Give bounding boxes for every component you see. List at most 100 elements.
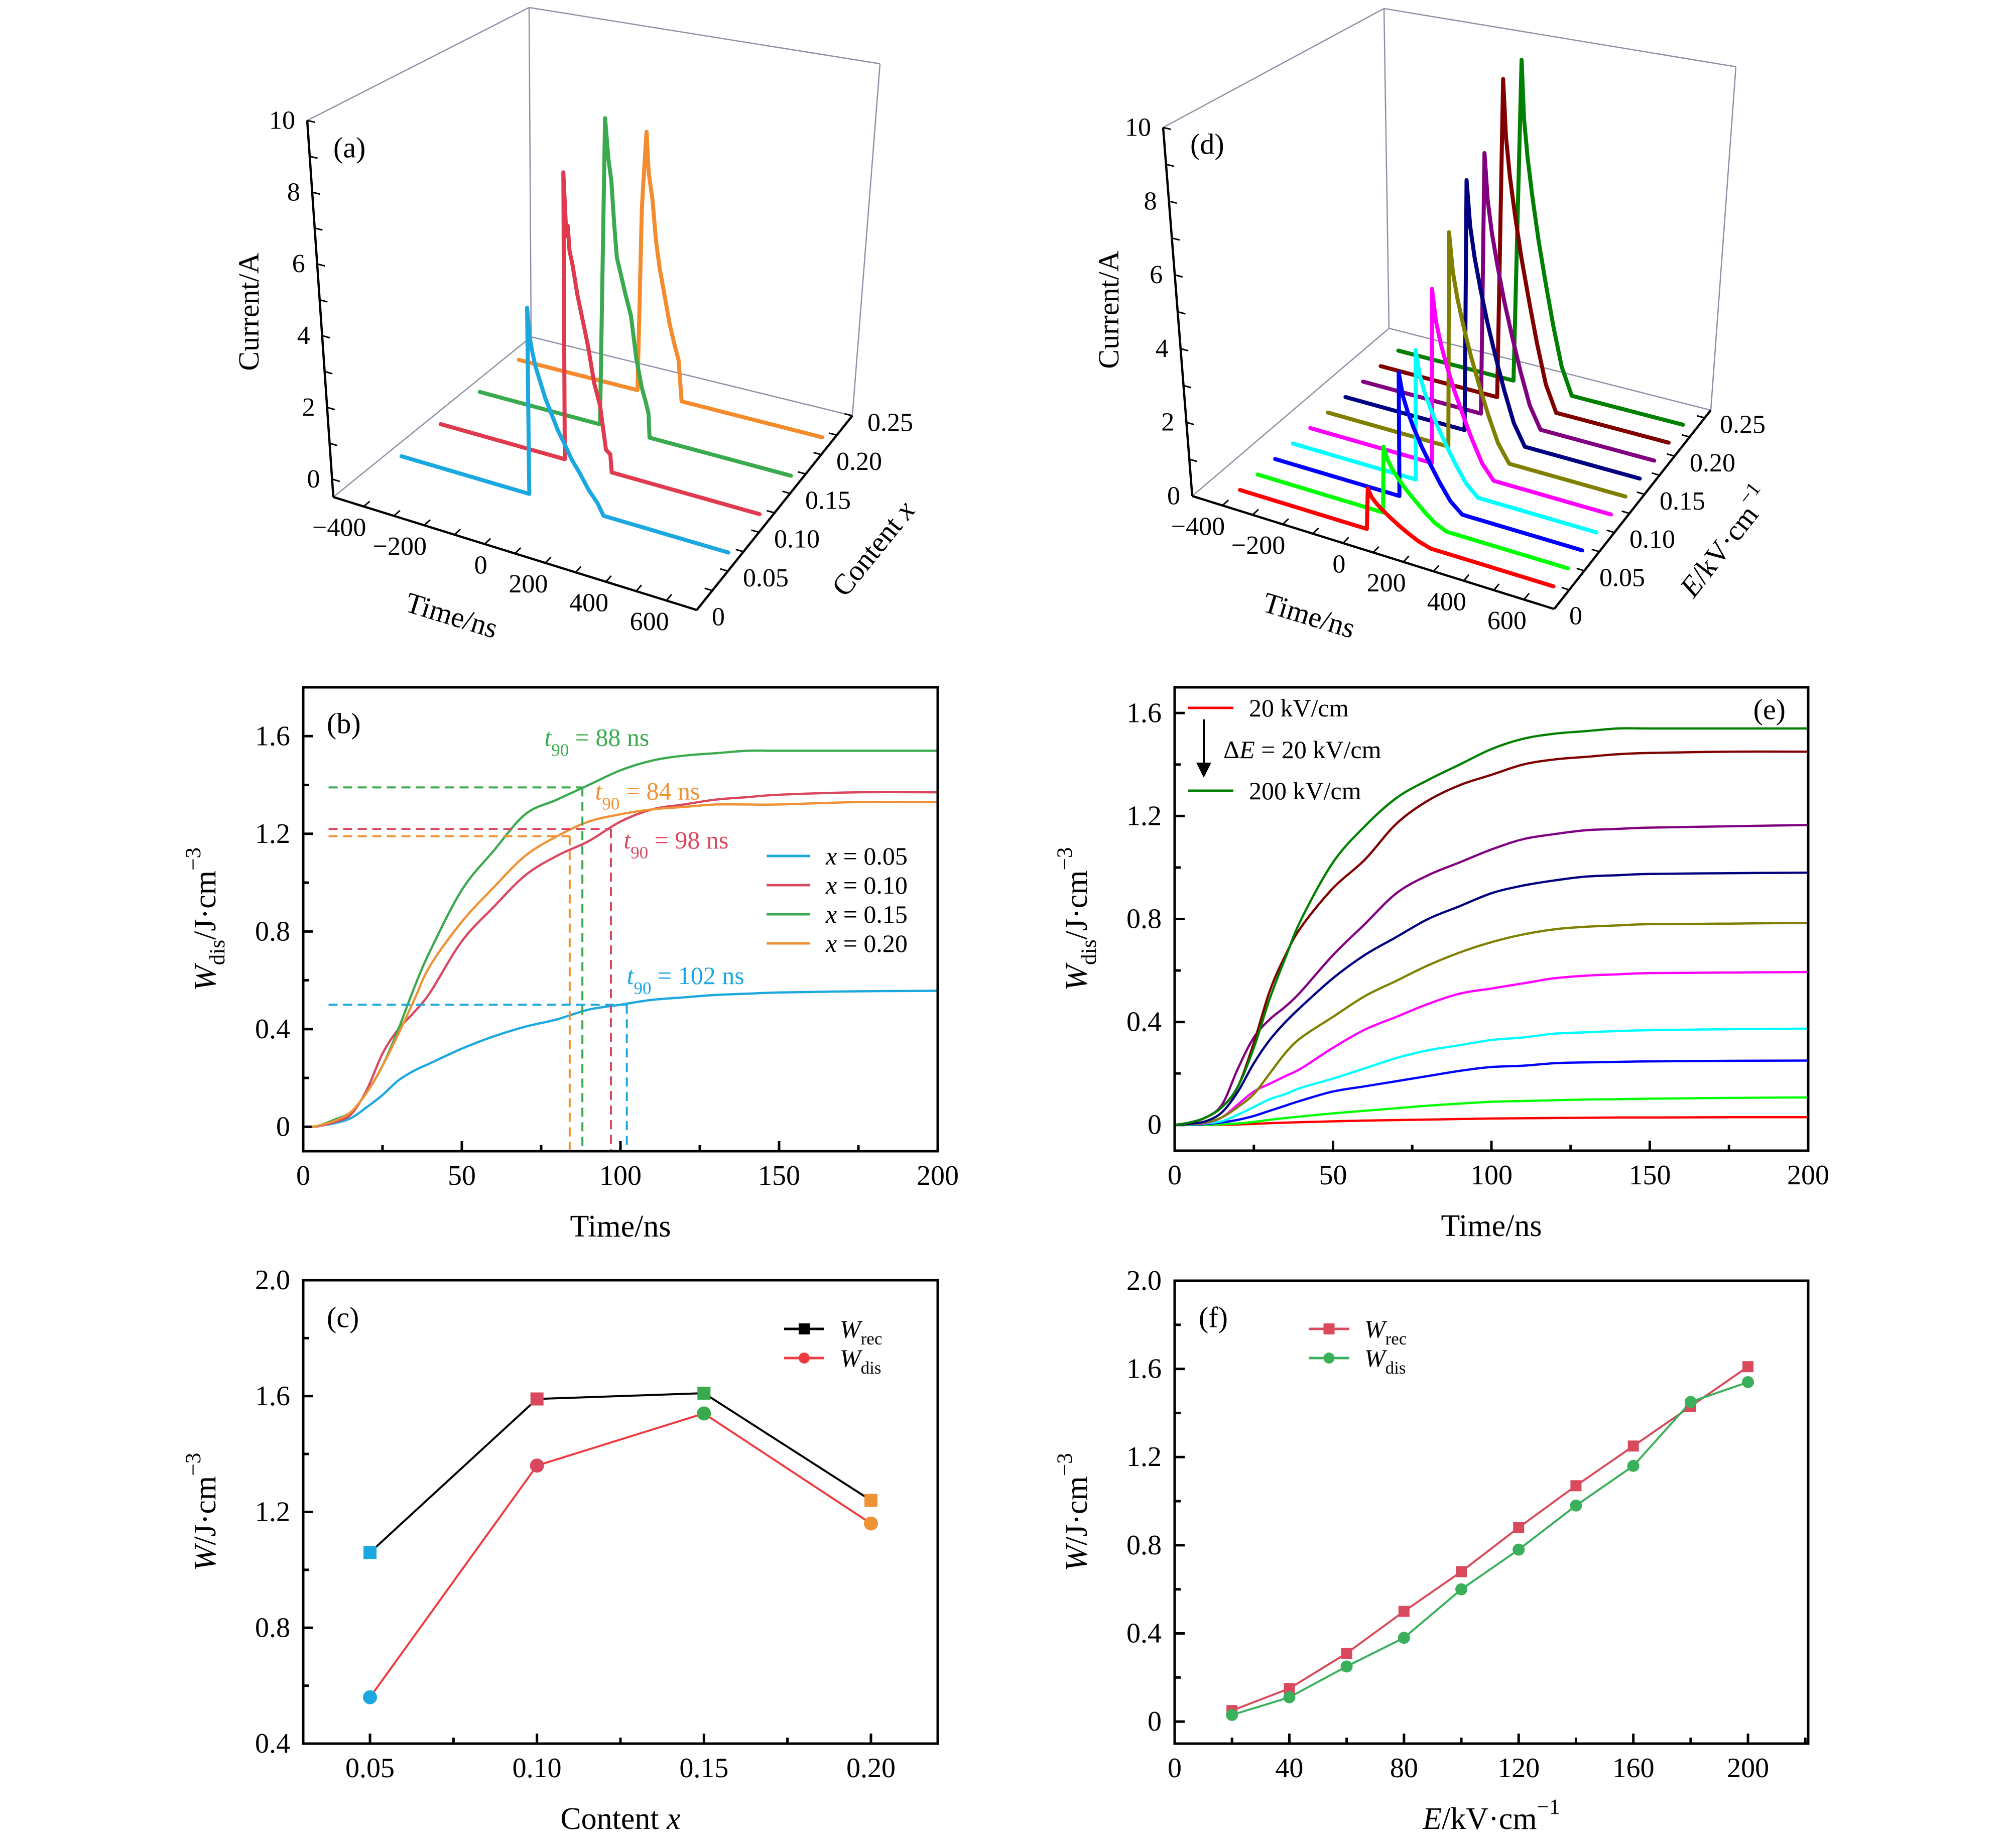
box-floor-back-edge	[1389, 327, 1711, 411]
box-edges	[307, 7, 881, 498]
legend-label: Wdis	[1364, 1344, 1406, 1378]
y-tick-label: 0.4	[255, 1728, 290, 1759]
data-marker-w-rec	[1570, 1480, 1582, 1492]
series-group	[1173, 727, 1810, 1126]
depth-tick	[704, 587, 713, 591]
data-marker-w-rec	[1284, 1683, 1295, 1694]
depth-tick-label: 0.10	[774, 525, 820, 554]
text-segment: Δ	[1223, 735, 1239, 764]
panel-label: (a)	[333, 132, 365, 164]
y-tick-label: 1.6	[1126, 697, 1162, 728]
legend-label: x = 0.15	[825, 900, 908, 928]
depth-tick	[844, 413, 853, 417]
time-tick	[393, 510, 401, 517]
time-tick-label: −400	[1171, 512, 1225, 541]
data-marker-w-dis	[863, 1516, 878, 1531]
current-axis-title: Current/A	[232, 253, 265, 371]
legend: 20 kV/cm 200 kV/cm ΔE = 20 kV/cm	[1188, 694, 1381, 805]
x-tick-label: 80	[1390, 1753, 1418, 1784]
current-tick	[317, 263, 325, 267]
time-tick	[605, 575, 612, 582]
series-line-E-140	[1173, 871, 1810, 1126]
time-tick	[696, 603, 703, 610]
text-segment: 90	[602, 794, 619, 813]
text-segment: /J·cm	[1060, 871, 1094, 940]
text-segment: t	[623, 826, 631, 854]
text-segment: /kV·cm	[1442, 1802, 1537, 1836]
legend-label: Wrec	[840, 1315, 882, 1348]
depth-tick-label: 0.20	[836, 447, 882, 476]
legend-label: Wdis	[840, 1344, 881, 1378]
x-tick-label: 100	[1470, 1160, 1513, 1191]
box-right-vertical-edge	[851, 63, 881, 416]
depth-tick-label: 0.15	[805, 486, 851, 515]
depth-tick	[813, 451, 822, 455]
text-segment: t	[544, 723, 552, 752]
current-tick	[1192, 495, 1200, 500]
series-line-E-80	[1173, 1027, 1810, 1126]
depth-tick	[689, 606, 697, 611]
y-tick-label: 1.6	[255, 720, 290, 752]
time-tick-label: −400	[312, 513, 366, 542]
current-tick	[319, 299, 328, 303]
legend-marker	[799, 1353, 810, 1364]
depth-tick	[1682, 434, 1690, 438]
x-tick-label: 0	[1168, 1160, 1182, 1191]
current-tick-label: 8	[1144, 187, 1157, 215]
depth-tick	[1621, 510, 1630, 515]
text-segment: W	[840, 1315, 863, 1343]
x-tick-label: 150	[1629, 1160, 1671, 1191]
time-tick	[1493, 583, 1500, 591]
x-tick-label: 40	[1275, 1753, 1303, 1784]
text-segment: = 0.05	[837, 842, 908, 870]
data-marker-w-dis	[363, 1690, 377, 1704]
arrow-down-icon	[1196, 763, 1211, 778]
time-tick	[1222, 500, 1229, 506]
legend-label: x = 0.05	[825, 842, 908, 870]
text-segment: = 0.10	[837, 871, 908, 899]
legend-marker	[1323, 1323, 1335, 1334]
current-trace-E-100	[1308, 287, 1613, 517]
depth-tick	[735, 548, 744, 553]
time-tick-label: −200	[1231, 531, 1285, 560]
time-tick	[1553, 602, 1560, 609]
axes: 0 40 80 120 160 200 0 0.4 0.8 1.2 1.6 2.0 E/kV·cm−1 W…	[1053, 1265, 1807, 1836]
series-line-w-dis	[369, 1412, 872, 1698]
current-trace-x-0.15	[477, 116, 793, 478]
panel-label: (c)	[327, 1301, 359, 1334]
time-tick-label: 600	[1487, 606, 1527, 635]
axes: 0 50 100 150 200 0 0.4 0.8 1.2 1.6 Time/ns Wdis/J·c…	[1053, 697, 1829, 1243]
plot-frame	[1173, 686, 1810, 1152]
text-segment: rec	[1385, 1329, 1407, 1348]
data-marker-w-dis	[1398, 1632, 1410, 1644]
t90-annotation: t90 = 102 ns	[627, 961, 744, 998]
text-segment: E	[1422, 1802, 1442, 1836]
text-segment: /J·cm	[188, 871, 222, 940]
data-marker-w-rec	[864, 1494, 877, 1507]
text-segment: W	[840, 1344, 863, 1372]
text-segment: −1	[1537, 1795, 1560, 1819]
text-segment: = 0.15	[837, 900, 908, 928]
current-tick-label: 10	[269, 106, 295, 135]
depth-tick	[1697, 415, 1705, 419]
current-tick-label: 6	[1150, 261, 1163, 289]
y-tick-label: 2.0	[255, 1265, 290, 1296]
text-segment: x	[825, 871, 837, 899]
current-trace-E-120	[1326, 230, 1627, 499]
series-line-w-dis	[1231, 1381, 1748, 1716]
data-marker-w-rec	[1742, 1361, 1754, 1373]
text-segment: Current/A	[1092, 251, 1125, 369]
current-trace-E-200	[1396, 58, 1685, 427]
y-tick-label: 0	[1148, 1110, 1162, 1141]
current-tick	[329, 442, 338, 446]
time-tick	[545, 556, 552, 564]
text-segment: x	[666, 1802, 681, 1836]
text-segment: x	[825, 929, 837, 957]
depth-tick	[1576, 567, 1585, 572]
x-tick-label: 0	[296, 1160, 310, 1191]
current-trace-E-40	[1255, 444, 1570, 571]
data-marker-w-rec	[1456, 1566, 1467, 1577]
time-tick	[1523, 592, 1530, 600]
